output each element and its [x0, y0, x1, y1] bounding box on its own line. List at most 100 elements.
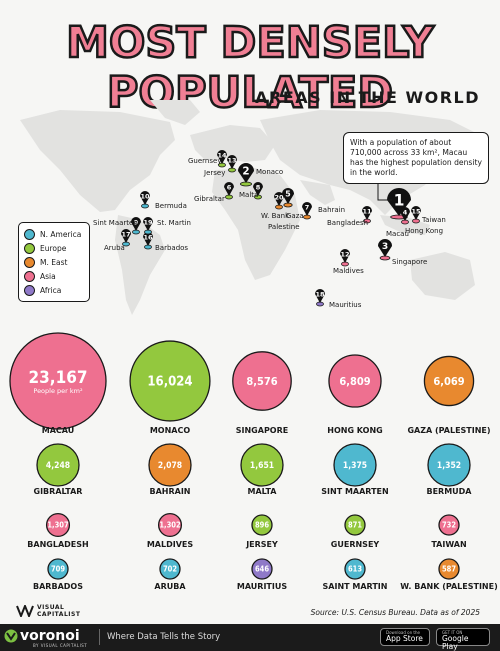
bubble: 587 W. BANK (PALESTINE) [400, 558, 498, 591]
bubble: 871 GUERNSEY [331, 514, 379, 549]
pin-rank: 11 [362, 207, 372, 215]
pin-label: Singapore [392, 258, 427, 266]
bubble: 896 JERSEY [245, 514, 278, 549]
pin-label: Mauritius [329, 301, 362, 309]
bubble-circle [45, 512, 71, 538]
bubble-circle [344, 514, 366, 536]
bubble-label: JERSEY [245, 540, 278, 549]
pin-rank: 9 [134, 218, 139, 226]
bubble: 702 ARUBA [154, 558, 186, 591]
pin-label: Bahrain [318, 206, 345, 214]
pin-rank: 19 [143, 218, 153, 226]
bubble-label: MALTA [248, 487, 278, 496]
bubble-label: MONACO [150, 426, 191, 435]
pin-rank: 5 [285, 190, 290, 199]
legend-swatch [24, 242, 35, 254]
bubble-circle [438, 514, 460, 536]
bubble-value: 4,248 [46, 461, 70, 471]
bubble-circle [344, 558, 366, 580]
pin-marker [378, 239, 392, 257]
pin-rank: 12 [340, 250, 349, 258]
page-subtitle: AREAS IN THE WORLD [255, 88, 480, 107]
legend-label: Asia [40, 271, 56, 281]
vc-logo-text: VISUAL CAPITALIST [37, 604, 81, 618]
bubble-label: TAIWAN [431, 540, 466, 549]
app-store-button[interactable]: Download on the App Store [380, 628, 430, 646]
google-play-button[interactable]: GET IT ON Google Play [436, 628, 490, 651]
bubble-value: 613 [348, 565, 362, 574]
pin-label: Malta [239, 191, 258, 199]
visual-capitalist-logo: VISUAL CAPITALIST [16, 604, 87, 618]
voronoi-brand[interactable]: voronoi [20, 628, 80, 644]
region-legend: N. America Europe M. East Asia Africa [18, 222, 90, 302]
voronoi-logo-icon [4, 629, 18, 643]
bubble-label: ARUBA [154, 582, 186, 591]
pin-rank: 2 [242, 166, 249, 178]
legend-item: N. America [24, 227, 84, 241]
pin-marker [340, 249, 350, 263]
google-play-small: GET IT ON [442, 630, 463, 635]
bubble: 16,024 MONACO [129, 340, 211, 435]
bubble-circle [251, 514, 273, 536]
footer-bar: voronoi BY VISUAL CAPITALIST Where Data … [0, 624, 500, 651]
pin-rank: 18 [315, 290, 325, 298]
pin-rank: 16 [143, 233, 153, 241]
bubble: 732 TAIWAN [431, 514, 467, 549]
bubble-label: MACAU [42, 426, 74, 435]
pin-rank: 13 [227, 156, 236, 164]
bubble-label: MALDIVES [147, 540, 194, 549]
pin-rank: 7 [305, 203, 310, 211]
pin-marker [121, 229, 131, 243]
bubble-circle [240, 443, 284, 487]
bubble-label: BAHRAIN [149, 487, 190, 496]
pin-marker [400, 207, 410, 221]
map-pin: 19 St. Martin [143, 217, 191, 235]
pin-marker [238, 163, 254, 183]
map-pin: 2 Monaco [238, 163, 283, 187]
page-title: Most Densely Populated [65, 17, 435, 120]
pin-rank: 10 [140, 192, 150, 200]
bubble-circle [232, 351, 292, 411]
pin-rank: 17 [121, 230, 130, 238]
pin-marker [387, 188, 411, 216]
bubble-circle [157, 512, 183, 538]
bubble-value: 6,809 [339, 375, 370, 388]
bubble-label: MAURITIUS [237, 582, 287, 591]
pin-rank: 3 [382, 242, 388, 252]
pin-label: Macau [386, 230, 409, 238]
legend-swatch [24, 228, 35, 240]
pin-label: Barbados [155, 244, 188, 252]
bubble: 4,248 GIBRALTAR [34, 443, 82, 496]
pin-label: Guernsey [188, 157, 221, 165]
google-play-label: Google Play [442, 634, 469, 651]
bubble: 1,651 MALTA [240, 443, 284, 496]
vc-mark-icon [16, 605, 34, 617]
bubble: 1,307 BANGLADESH [27, 512, 89, 549]
footer-tagline: Where Data Tells the Story [107, 632, 221, 642]
bubble-label: BANGLADESH [27, 540, 88, 549]
bubble-value: 23,167 [28, 368, 87, 388]
bubble-label: SINT MAARTEN [321, 487, 388, 496]
pin-label: Palestine [268, 223, 300, 231]
bubble-circle [47, 558, 69, 580]
bubble: 646 MAURITIUS [237, 558, 287, 591]
bubble-circle [9, 332, 107, 430]
pin-label: Monaco [256, 168, 283, 176]
bubble-circle [148, 443, 192, 487]
pin-marker [411, 206, 421, 220]
app-store-label: App Store [386, 634, 423, 643]
bubble-value: 732 [442, 521, 456, 530]
pin-label: Jersey [203, 169, 225, 177]
source-note: Source: U.S. Census Bureau. Data as of 2… [310, 608, 480, 617]
pin-rank: 20 [274, 193, 284, 201]
bubble-label: SINGAPORE [236, 426, 288, 435]
pin-rank: 6 [227, 183, 232, 191]
bubble-circle [251, 558, 273, 580]
app-store-small: Download on the [386, 630, 420, 635]
